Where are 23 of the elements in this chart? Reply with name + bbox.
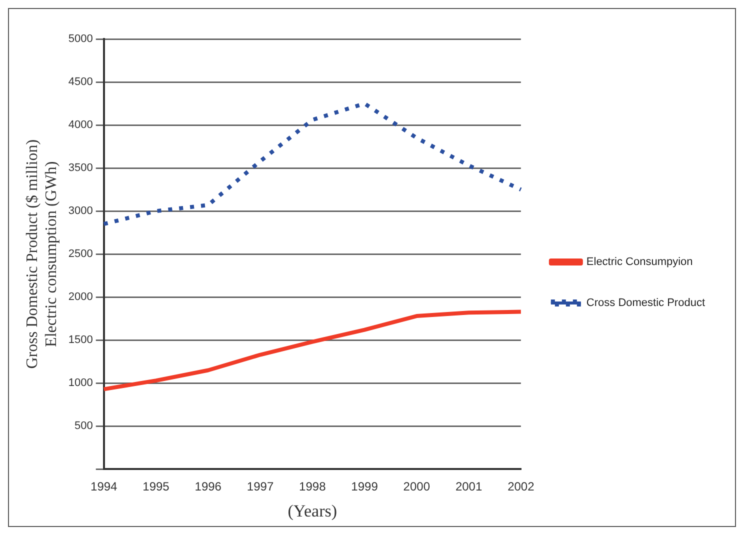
y-tick-label: 4000 <box>68 119 93 132</box>
x-tick-label: 1999 <box>351 480 378 494</box>
y-tick-label: 4500 <box>68 76 93 88</box>
y-tick-label: 5000 <box>68 33 93 46</box>
x-tick-label: 1998 <box>299 480 326 494</box>
legend-label: Cross Domestic Product <box>586 297 706 310</box>
x-tick-label: 2002 <box>508 480 535 494</box>
legend-label: Electric Consumpyion <box>586 256 693 268</box>
y-tick-label: 2000 <box>68 291 93 304</box>
y-tick-label: 3000 <box>68 205 93 218</box>
x-tick-label: 1997 <box>246 480 274 494</box>
y-tick-label: 3500 <box>68 162 93 174</box>
x-tick-label: 2001 <box>455 480 482 494</box>
x-tick-label: 1995 <box>142 480 170 494</box>
x-tick-label: 2000 <box>403 480 430 494</box>
y-tick-label: 500 <box>74 420 93 432</box>
y-tick-label: 2500 <box>68 248 93 260</box>
x-axis-title: (Years) <box>288 501 338 520</box>
x-tick-label: 1996 <box>194 480 222 494</box>
y-tick-label: 1500 <box>68 334 93 346</box>
x-tick-label: 1994 <box>90 480 118 494</box>
y-tick-label: 1000 <box>68 377 93 390</box>
y-axis-title: Gross Domestic Product ($ million) Electric consumption (GWh) <box>24 139 60 369</box>
